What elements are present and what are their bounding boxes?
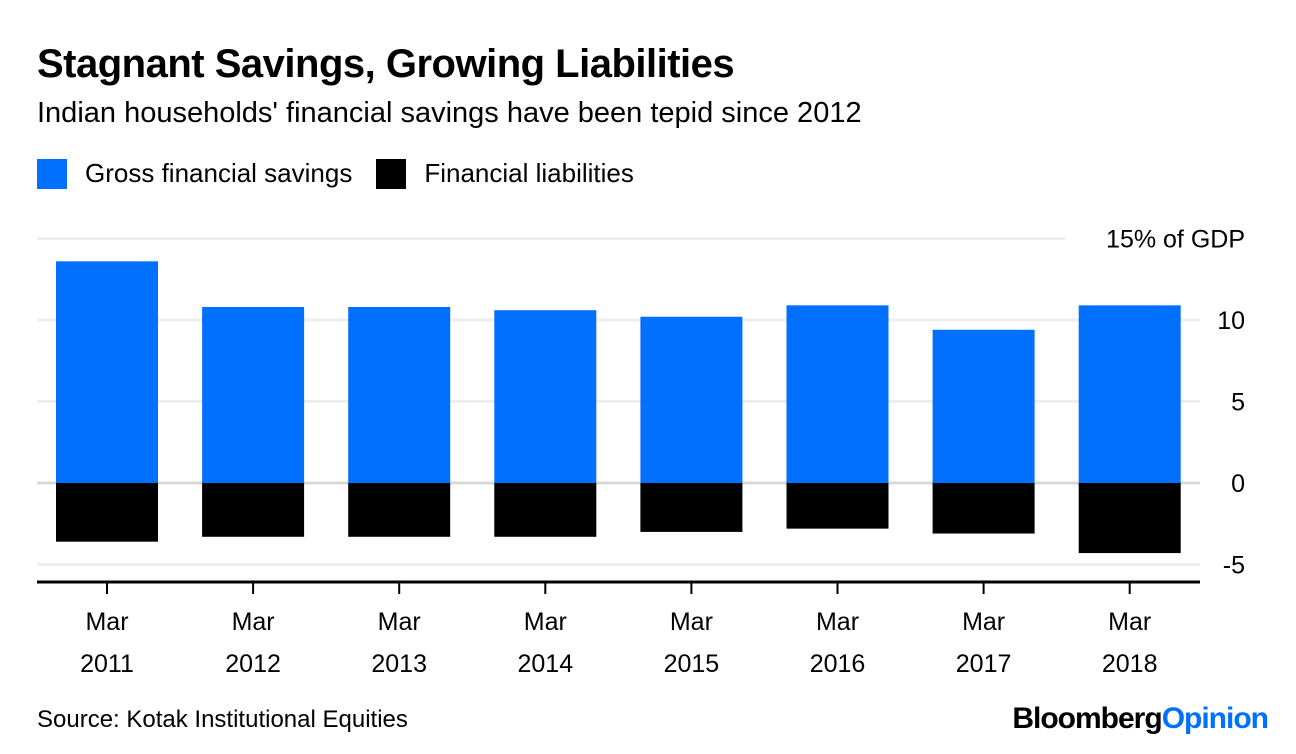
bar (1078, 483, 1181, 554)
bar (932, 483, 1035, 534)
legend-swatch-liabilities (376, 158, 407, 189)
x-tick-label: 2011 (80, 650, 134, 678)
x-tick-label: Mar (524, 608, 567, 636)
y-tick-label: 10 (1217, 307, 1245, 335)
bar (348, 483, 451, 537)
legend-label: Financial liabilities (424, 158, 634, 188)
x-tick-label: Mar (670, 608, 713, 636)
bar (494, 310, 597, 483)
legend-swatch-savings (37, 158, 67, 189)
x-tick-label: Mar (1108, 608, 1151, 636)
y-tick-label: 0 (1231, 470, 1245, 498)
legend-item-savings: Gross financial savings (37, 158, 352, 189)
y-tick-label: -5 (1223, 552, 1245, 580)
bar (56, 261, 158, 483)
bar (932, 329, 1035, 483)
legend-item-liabilities: Financial liabilities (376, 158, 634, 189)
bar (786, 483, 889, 529)
bar (640, 316, 743, 483)
bloomberg-opinion-logo: BloombergOpinion (1012, 702, 1269, 735)
y-tick-label: 15% of GDP (1106, 226, 1245, 254)
bar (494, 483, 597, 537)
legend-label: Gross financial savings (85, 158, 353, 188)
chart-subtitle: Indian households' financial savings hav… (37, 97, 862, 129)
x-tick-label: Mar (816, 608, 859, 636)
x-tick-label: Mar (85, 608, 128, 636)
x-tick-label: 2013 (371, 650, 427, 678)
legend: Gross financial savings Financial liabil… (37, 158, 658, 189)
x-tick-label: Mar (378, 608, 421, 636)
x-tick-label: 2012 (225, 650, 281, 678)
chart-title: Stagnant Savings, Growing Liabilities (37, 42, 735, 86)
x-tick-label: 2016 (810, 650, 866, 678)
x-tick-label: Mar (962, 608, 1005, 636)
bar (202, 306, 305, 483)
bar (348, 306, 451, 483)
y-tick-label: 5 (1231, 389, 1245, 417)
x-tick-label: 2018 (1102, 650, 1158, 678)
bar (56, 483, 158, 542)
x-tick-label: Mar (232, 608, 275, 636)
bar (1078, 305, 1181, 483)
x-tick-label: 2017 (956, 650, 1012, 678)
bar (786, 305, 889, 483)
x-tick-label: 2014 (517, 650, 573, 678)
bar (202, 483, 305, 537)
source-note: Source: Kotak Institutional Equities (37, 706, 408, 733)
x-tick-label: 2015 (664, 650, 720, 678)
bar (640, 483, 743, 532)
